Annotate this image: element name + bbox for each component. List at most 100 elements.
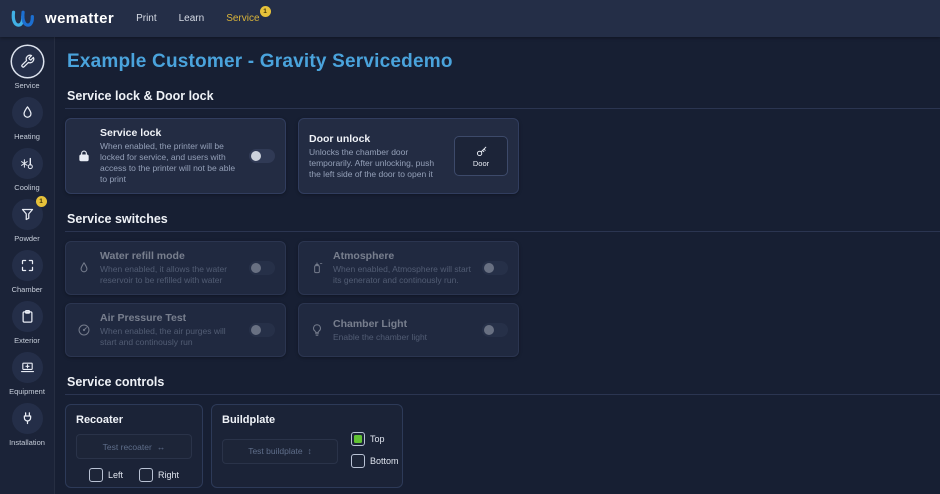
gas-canister-icon (309, 261, 325, 275)
sidebar-item-label: Powder (14, 234, 40, 243)
checkbox-box (351, 432, 365, 447)
water-drop-icon (76, 261, 92, 275)
buildplate-body: Test buildplate ↕ Top Bottom (222, 432, 399, 469)
lock-cards-row: Service lock When enabled, the printer w… (65, 118, 940, 195)
chamber-light-card: Chamber Light Enable the chamber light (298, 303, 519, 358)
sidebar-item-label: Service (14, 81, 40, 90)
switches-row-2: Air Pressure Test When enabled, the air … (65, 303, 940, 358)
brand[interactable]: wematter (10, 8, 114, 29)
main-content: Example Customer - Gravity Servicedemo S… (55, 37, 940, 494)
buildplate-card: Buildplate Test buildplate ↕ Top Bottom (211, 404, 403, 489)
section-divider (65, 108, 940, 109)
section-divider (65, 231, 940, 233)
air-pressure-toggle[interactable] (249, 323, 275, 338)
powder-notification-badge: 1 (35, 196, 47, 207)
checkbox-label: Right (158, 470, 180, 481)
sidebar-item-installation[interactable]: Installation (0, 403, 54, 447)
checkbox-label: Left (107, 470, 123, 481)
sidebar-item-label: Equipment (9, 387, 45, 396)
section-heading-controls: Service controls (67, 375, 165, 390)
card-title: Recoater (76, 414, 124, 427)
door-unlock-card: Door unlock Unlocks the chamber door tem… (298, 118, 519, 195)
nav-item-print[interactable]: Print (136, 13, 157, 24)
atmosphere-card: Atmosphere When enabled, Atmosphere will… (298, 241, 519, 296)
test-buildplate-button[interactable]: Test buildplate ↕ (222, 438, 338, 464)
sidebar-item-cooling[interactable]: Cooling (0, 148, 54, 192)
laptop-icon (11, 352, 43, 383)
card-title: Air Pressure Test (100, 312, 187, 325)
chamber-light-toggle[interactable] (482, 323, 508, 338)
checkbox-right[interactable]: Right (139, 468, 180, 483)
checkbox-top[interactable]: Top (351, 432, 399, 447)
card-title: Chamber Light (333, 317, 408, 330)
service-lock-text: Service lock When enabled, the printer w… (100, 127, 241, 185)
sidebar-item-label: Chamber (11, 285, 43, 294)
top-navbar: wematter Print Learn Service 1 (0, 0, 940, 37)
checkbox-label: Bottom (370, 456, 399, 467)
buildplate-checkboxes: Top Bottom (351, 432, 399, 469)
door-button-label: Door (472, 158, 490, 168)
nav-item-learn[interactable]: Learn (178, 13, 205, 24)
wematter-logo-icon (11, 10, 34, 27)
wrench-icon (11, 46, 43, 77)
checkbox-label: Top (370, 434, 385, 445)
section-heading-lock: Service lock & Door lock (67, 89, 214, 103)
checkbox-box (139, 468, 153, 483)
air-pressure-card: Air Pressure Test When enabled, the air … (65, 303, 286, 358)
nav-items: Print Learn Service 1 (136, 6, 271, 24)
door-unlock-text: Door unlock Unlocks the chamber door tem… (309, 133, 446, 180)
funnel-icon: 1 (11, 196, 47, 230)
gauge-icon (76, 323, 92, 337)
up-down-arrow-icon: ↕ (307, 446, 312, 457)
toggle-knob (484, 325, 494, 336)
sidebar-nav: Service Heating Cooling 1 Powder (0, 37, 55, 494)
recoater-card: Recoater Test recoater ↔ Left Right (65, 404, 203, 489)
sidebar-item-powder[interactable]: 1 Powder (0, 196, 54, 243)
atmosphere-toggle[interactable] (482, 261, 508, 276)
nav-item-service[interactable]: Service 1 (226, 6, 271, 24)
toggle-knob (251, 151, 261, 162)
water-refill-card: Water refill mode When enabled, it allow… (65, 241, 286, 296)
checkbox-bottom[interactable]: Bottom (351, 454, 399, 469)
card-description: When enabled, the printer will be locked… (100, 141, 236, 185)
recoater-checkboxes: Left Right (76, 468, 192, 483)
padlock-icon (76, 149, 92, 163)
sidebar-item-service[interactable]: Service (0, 46, 54, 90)
brand-name: wematter (45, 10, 115, 27)
toggle-knob (484, 263, 494, 274)
section-heading-switches: Service switches (67, 212, 168, 227)
page-title: Example Customer - Gravity Servicedemo (67, 51, 453, 72)
sidebar-item-label: Cooling (14, 183, 40, 192)
door-unlock-button[interactable]: Door (454, 136, 508, 177)
card-description: When enabled, the air purges will start … (100, 326, 226, 348)
card-description: Enable the chamber light (333, 331, 428, 342)
test-recoater-button[interactable]: Test recoater ↔ (76, 434, 192, 460)
sidebar-item-heating[interactable]: Heating (0, 97, 54, 141)
toggle-knob (251, 263, 261, 274)
card-title: Atmosphere (333, 250, 395, 263)
snowflake-thermometer-icon (11, 148, 43, 179)
plug-icon (11, 403, 43, 434)
service-lock-card: Service lock When enabled, the printer w… (65, 118, 286, 195)
card-title: Buildplate (222, 414, 276, 427)
sidebar-item-exterior[interactable]: Exterior (0, 301, 54, 345)
card-description: Unlocks the chamber door temporarily. Af… (309, 146, 435, 179)
checkbox-box (351, 454, 365, 469)
checkbox-box (88, 468, 103, 483)
chamber-frame-icon (11, 250, 43, 281)
service-lock-toggle[interactable] (249, 149, 275, 164)
sidebar-item-label: Heating (14, 132, 40, 141)
card-title: Water refill mode (100, 250, 185, 263)
water-refill-toggle[interactable] (249, 261, 275, 276)
service-notification-badge: 1 (259, 6, 271, 17)
left-right-arrow-icon: ↔ (156, 441, 166, 452)
controls-row: Recoater Test recoater ↔ Left Right Buil… (65, 404, 940, 489)
switches-row-1: Water refill mode When enabled, it allow… (65, 241, 940, 296)
checkbox-left[interactable]: Left (88, 468, 123, 483)
section-divider (65, 394, 940, 396)
card-title: Door unlock (309, 132, 371, 145)
sidebar-item-chamber[interactable]: Chamber (0, 250, 54, 294)
card-description: When enabled, Atmosphere will start its … (333, 264, 471, 286)
lightbulb-icon (309, 323, 325, 337)
sidebar-item-equipment[interactable]: Equipment (0, 352, 54, 396)
